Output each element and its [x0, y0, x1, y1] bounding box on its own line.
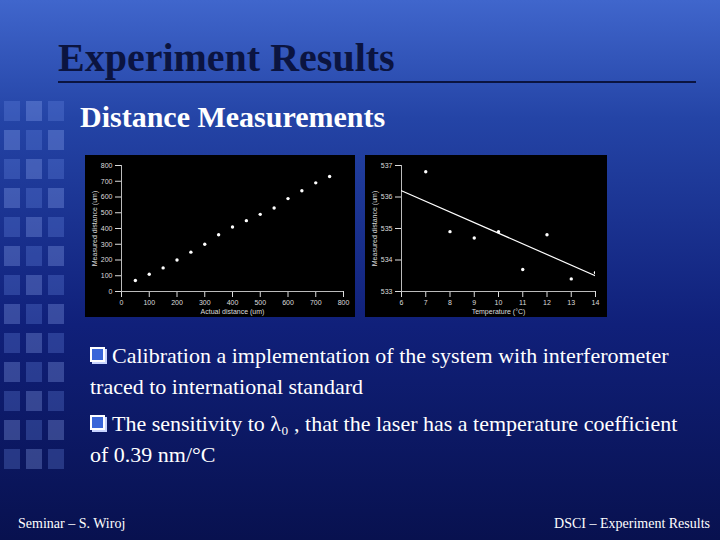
svg-text:700: 700: [310, 299, 322, 306]
svg-text:0: 0: [120, 299, 124, 306]
svg-text:6: 6: [400, 299, 404, 306]
html-text:The sensitivity to λ₀ , that t: The sensitivity to λ₀ , that the laser h…: [90, 411, 678, 467]
svg-text:300: 300: [101, 240, 113, 247]
svg-text:500: 500: [254, 299, 266, 306]
svg-text:100: 100: [101, 272, 113, 279]
svg-text:10: 10: [495, 299, 503, 306]
svg-text:8: 8: [448, 299, 452, 306]
html-text:Seminar – S. Wiroj: Seminar – S. Wiroj: [18, 516, 126, 531]
svg-text:700: 700: [101, 177, 113, 184]
svg-text:537: 537: [381, 162, 393, 169]
svg-text:300: 300: [199, 299, 211, 306]
svg-text:534: 534: [381, 256, 393, 263]
html-text:Experiment Results: Experiment Results: [58, 35, 395, 80]
svg-text:400: 400: [101, 225, 113, 232]
svg-text:535: 535: [381, 225, 393, 232]
html-text:DSCI – Experiment Results: DSCI – Experiment Results: [554, 516, 710, 531]
html-text:Distance Measurements: Distance Measurements: [80, 100, 386, 133]
svg-text:200: 200: [171, 299, 183, 306]
svg-text:0: 0: [109, 288, 113, 295]
svg-text:100: 100: [143, 299, 155, 306]
svg-text:11: 11: [519, 299, 526, 306]
svg-text:Actual distance (um): Actual distance (um): [201, 308, 265, 316]
svg-text:Temperature (°C): Temperature (°C): [472, 308, 526, 316]
svg-text:600: 600: [282, 299, 294, 306]
svg-text:800: 800: [101, 162, 113, 169]
svg-text:12: 12: [543, 299, 551, 306]
svg-text:Measured distance (um): Measured distance (um): [91, 191, 99, 266]
svg-text:400: 400: [227, 299, 239, 306]
svg-text:533: 533: [381, 288, 393, 295]
svg-text:200: 200: [101, 256, 113, 263]
svg-text:Measured distance (um): Measured distance (um): [371, 191, 379, 266]
html-text:Calibration a implementation o: Calibration a implementation of the syst…: [90, 343, 669, 399]
svg-text:13: 13: [567, 299, 575, 306]
svg-text:536: 536: [381, 193, 393, 200]
svg-text:7: 7: [424, 299, 428, 306]
svg-text:14: 14: [592, 299, 600, 306]
svg-text:600: 600: [101, 193, 113, 200]
svg-text:800: 800: [338, 299, 350, 306]
svg-text:9: 9: [472, 299, 476, 306]
svg-text:500: 500: [101, 209, 113, 216]
